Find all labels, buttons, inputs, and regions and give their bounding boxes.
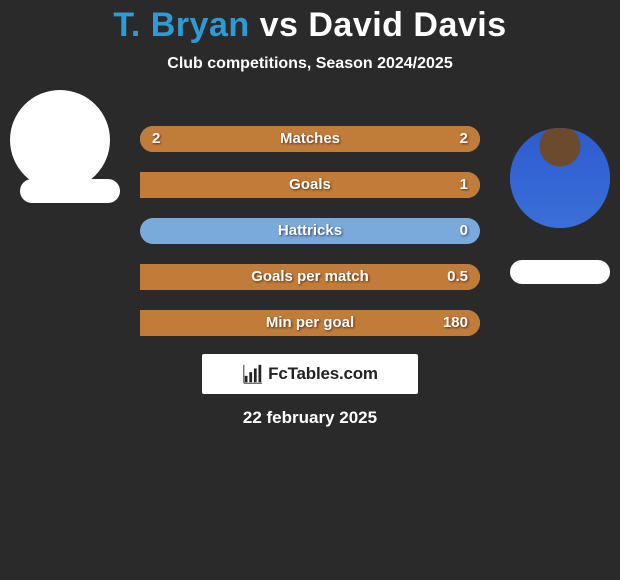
stat-label: Goals per match bbox=[140, 264, 480, 290]
player2-avatar bbox=[510, 128, 610, 228]
date-text: 22 february 2025 bbox=[0, 408, 620, 428]
logo-text: FcTables.com bbox=[268, 364, 378, 384]
stat-label: Matches bbox=[140, 126, 480, 152]
player1-name-pill bbox=[20, 179, 120, 203]
stat-right-value: 0.5 bbox=[447, 264, 468, 290]
vs-text: vs bbox=[260, 6, 299, 44]
stat-row: Hattricks 0 bbox=[140, 218, 480, 244]
player2-name: David Davis bbox=[308, 6, 506, 44]
player1-avatar bbox=[10, 90, 110, 190]
stat-row: Goals 1 bbox=[140, 172, 480, 198]
stat-row: Min per goal 180 bbox=[140, 310, 480, 336]
stat-right-value: 0 bbox=[460, 218, 468, 244]
stat-row: Goals per match 0.5 bbox=[140, 264, 480, 290]
player1-name: T. Bryan bbox=[113, 6, 249, 44]
stat-row: 2 Matches 2 bbox=[140, 126, 480, 152]
subtitle: Club competitions, Season 2024/2025 bbox=[0, 55, 620, 73]
stat-label: Goals bbox=[140, 172, 480, 198]
stats-rows: 2 Matches 2 Goals 1 Hattricks 0 Goals pe… bbox=[140, 126, 480, 356]
stat-right-value: 1 bbox=[460, 172, 468, 198]
page-title: T. Bryan vs David Davis bbox=[0, 0, 620, 45]
stat-label: Min per goal bbox=[140, 310, 480, 336]
stat-label: Hattricks bbox=[140, 218, 480, 244]
chart-icon bbox=[242, 363, 264, 385]
stat-right-value: 180 bbox=[443, 310, 468, 336]
player2-name-pill bbox=[510, 260, 610, 284]
stat-right-value: 2 bbox=[460, 126, 468, 152]
fctables-logo: FcTables.com bbox=[202, 354, 418, 394]
